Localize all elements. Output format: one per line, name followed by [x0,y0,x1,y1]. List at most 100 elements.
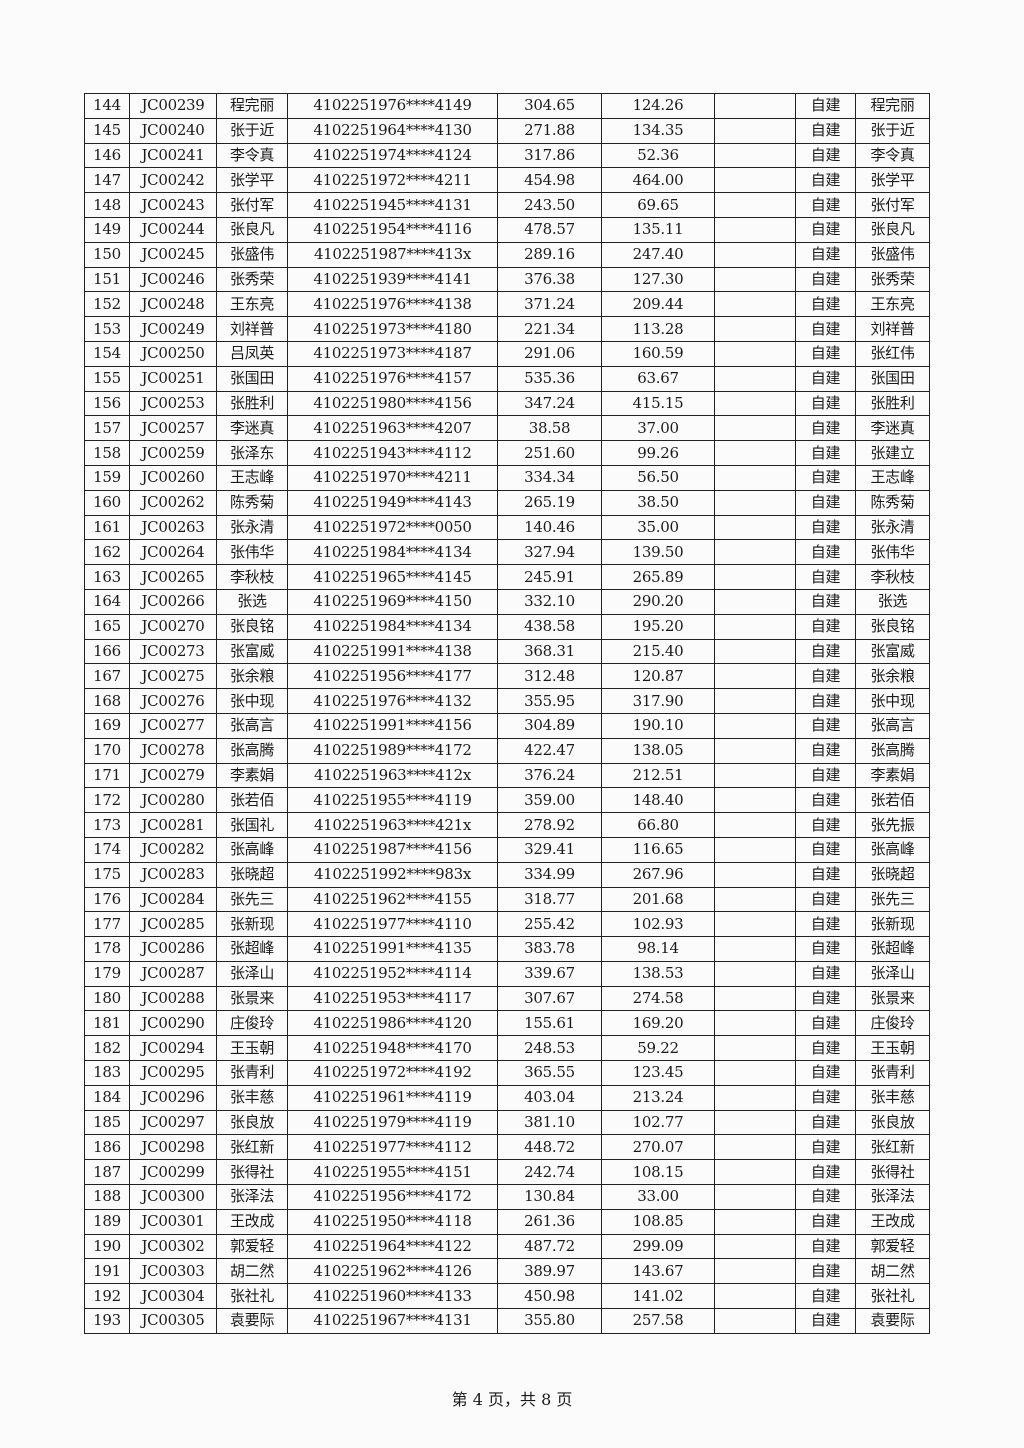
row-number-cell: 148 [84,192,130,218]
area-2-cell: 38.50 [601,489,715,516]
build-type-cell: 自建 [795,1283,856,1310]
name-cell: 陈秀菊 [216,489,288,516]
owner-name-cell: 张高峰 [855,836,930,863]
area-2-cell: 195.20 [601,613,715,640]
area-2-cell: 113.28 [601,316,715,342]
area-1-cell: 130.84 [497,1184,602,1210]
blank-cell [714,1208,796,1235]
id-number-cell: 4102251956****4172 [287,1184,498,1210]
id-number-cell: 4102251963****421x [287,812,498,838]
area-1-cell: 487.72 [497,1233,602,1260]
id-number-cell: 4102251949****4143 [287,489,498,516]
name-cell: 王改成 [216,1208,288,1235]
area-2-cell: 209.44 [601,291,715,318]
table-row: 171 JC00279 李素娟 4102251963****412x 376.24 212… [84,762,930,789]
area-1-cell: 332.10 [497,588,602,615]
build-type-cell: 自建 [795,340,856,367]
area-1-cell: 376.24 [497,762,602,789]
table-row: 183 JC00295 张青利 4102251972****4192 365.55 123… [84,1060,930,1086]
area-1-cell: 261.36 [497,1208,602,1235]
id-number-cell: 4102251969****4150 [287,588,498,615]
blank-cell [714,1134,796,1161]
table-row: 170 JC00278 张高腾 4102251989****4172 422.47 138… [84,737,930,764]
blank-cell [714,93,796,119]
table-row: 185 JC00297 张良放 4102251979****4119 381.10 102… [84,1109,930,1136]
area-2-cell: 102.93 [601,911,715,938]
owner-name-cell: 张盛伟 [855,241,930,268]
area-1-cell: 454.98 [497,167,602,194]
area-1-cell: 278.92 [497,812,602,838]
id-number-cell: 4102251963****412x [287,762,498,789]
row-number-cell: 192 [84,1283,130,1310]
area-2-cell: 265.89 [601,564,715,590]
owner-name-cell: 张良凡 [855,216,930,243]
area-2-cell: 120.87 [601,663,715,690]
area-2-cell: 66.80 [601,812,715,838]
area-2-cell: 135.11 [601,216,715,243]
build-type-cell: 自建 [795,1084,856,1111]
id-number-cell: 4102251952****4114 [287,960,498,987]
owner-name-cell: 张晓超 [855,861,930,888]
row-number-cell: 165 [84,613,130,640]
code-cell: JC00305 [129,1308,217,1334]
table-row: 158 JC00259 张泽东 4102251943****4112 251.60 99.… [84,440,930,466]
table-row: 167 JC00275 张余粮 4102251956****4177 312.48 120… [84,663,930,690]
area-2-cell: 190.10 [601,712,715,739]
owner-name-cell: 张先三 [855,886,930,913]
owner-name-cell: 李秋枝 [855,564,930,590]
table-row: 145 JC00240 张于近 4102251964****4130 271.88 134… [84,117,930,144]
area-1-cell: 243.50 [497,192,602,218]
id-number-cell: 4102251970****4211 [287,464,498,491]
owner-name-cell: 张伟华 [855,539,930,566]
area-1-cell: 347.24 [497,390,602,417]
row-number-cell: 145 [84,117,130,144]
row-number-cell: 176 [84,886,130,913]
build-type-cell: 自建 [795,117,856,144]
name-cell: 李素娟 [216,762,288,789]
owner-name-cell: 李素娟 [855,762,930,789]
owner-name-cell: 张新现 [855,911,930,938]
area-1-cell: 271.88 [497,117,602,144]
row-number-cell: 186 [84,1134,130,1161]
build-type-cell: 自建 [795,192,856,218]
blank-cell [714,1035,796,1062]
table-row: 172 JC00280 张若佰 4102251955****4119 359.00 148… [84,787,930,814]
id-number-cell: 4102251976****4149 [287,93,498,119]
owner-name-cell: 张于近 [855,117,930,144]
area-1-cell: 251.60 [497,440,602,466]
id-number-cell: 4102251964****4130 [287,117,498,144]
area-1-cell: 368.31 [497,638,602,665]
id-number-cell: 4102251954****4116 [287,216,498,243]
blank-cell [714,117,796,144]
name-cell: 程完丽 [216,93,288,119]
code-cell: JC00280 [129,787,217,814]
area-2-cell: 108.15 [601,1159,715,1186]
blank-cell [714,1184,796,1210]
blank-cell [714,192,796,218]
row-number-cell: 149 [84,216,130,243]
row-number-cell: 163 [84,564,130,590]
row-number-cell: 188 [84,1184,130,1210]
blank-cell [714,464,796,491]
build-type-cell: 自建 [795,1010,856,1037]
area-2-cell: 247.40 [601,241,715,268]
owner-name-cell: 张选 [855,588,930,615]
blank-cell [714,216,796,243]
code-cell: JC00304 [129,1283,217,1310]
build-type-cell: 自建 [795,663,856,690]
build-type-cell: 自建 [795,1308,856,1334]
blank-cell [714,316,796,342]
blank-cell [714,836,796,863]
id-number-cell: 4102251963****4207 [287,415,498,442]
blank-cell [714,390,796,417]
table-row: 192 JC00304 张社礼 4102251960****4133 450.98 141… [84,1283,930,1310]
owner-name-cell: 张社礼 [855,1283,930,1310]
area-2-cell: 148.40 [601,787,715,814]
area-1-cell: 371.24 [497,291,602,318]
area-1-cell: 155.61 [497,1010,602,1037]
code-cell: JC00260 [129,464,217,491]
owner-name-cell: 张付军 [855,192,930,218]
code-cell: JC00244 [129,216,217,243]
row-number-cell: 150 [84,241,130,268]
blank-cell [714,291,796,318]
